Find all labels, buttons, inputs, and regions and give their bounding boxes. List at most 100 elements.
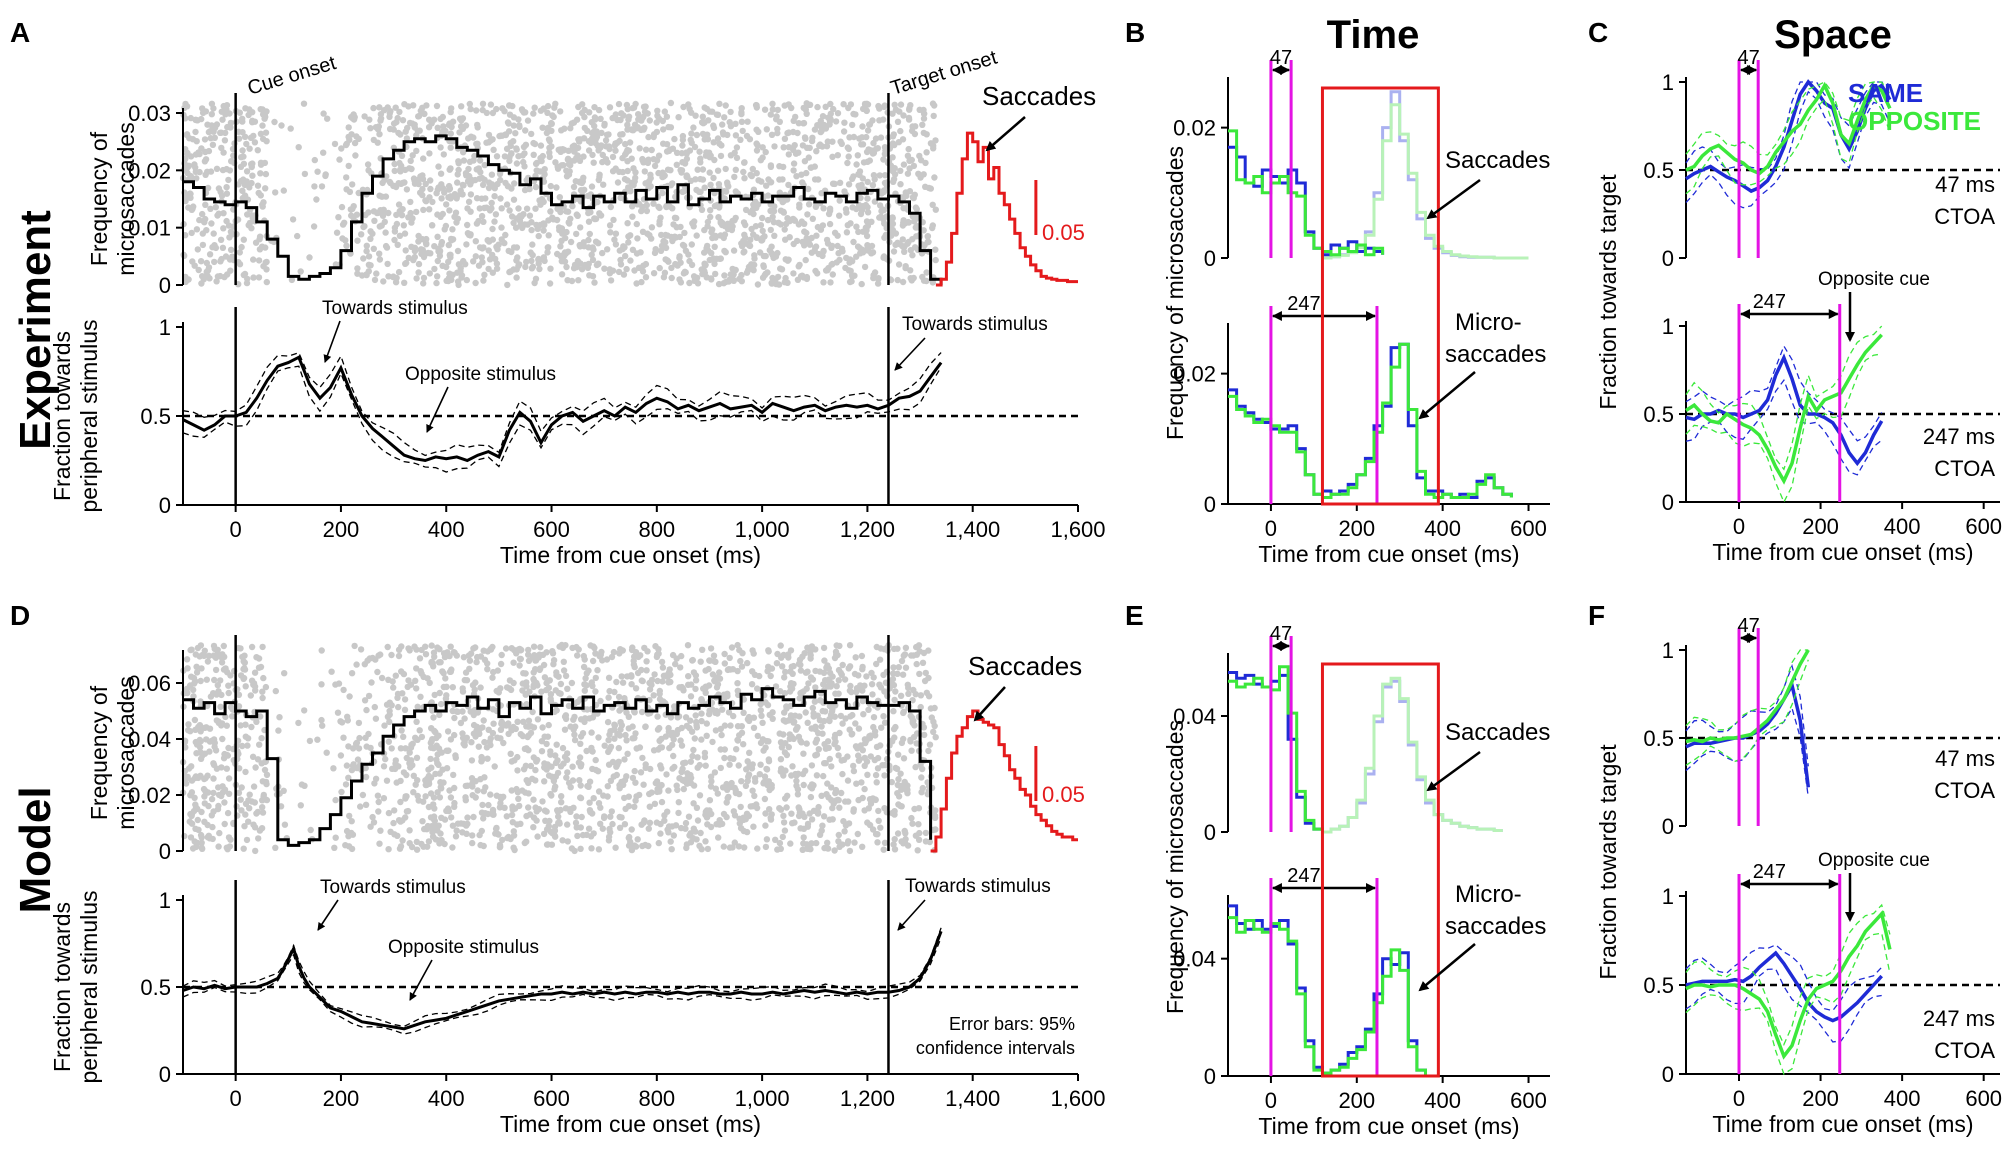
- raster-dot: [891, 101, 898, 109]
- raster-dot: [623, 265, 630, 273]
- raster-dot: [390, 684, 397, 691]
- raster-dot: [561, 726, 569, 733]
- raster-dot: [772, 683, 780, 690]
- raster-dot: [594, 667, 601, 674]
- raster-dot: [619, 168, 626, 176]
- raster-dot: [900, 652, 907, 659]
- raster-dot: [468, 757, 476, 764]
- x-tick-label: 1,600: [1050, 1086, 1105, 1111]
- raster-dot: [192, 804, 200, 811]
- raster-dot: [663, 141, 671, 148]
- raster-dot: [587, 209, 594, 216]
- raster-dot: [864, 158, 871, 165]
- raster-dot: [687, 758, 694, 765]
- raster-dot: [902, 644, 910, 651]
- legend-same: SAME: [1848, 78, 1923, 108]
- raster-dot: [218, 144, 225, 152]
- raster-dot: [489, 251, 496, 259]
- raster-dot: [390, 819, 397, 827]
- raster-dot: [636, 145, 643, 152]
- raster-dot: [510, 828, 517, 835]
- raster-dot: [513, 145, 520, 152]
- raster-dot: [221, 137, 229, 144]
- raster-dot: [664, 232, 671, 239]
- raster-dot: [898, 657, 906, 665]
- raster-dot: [629, 203, 636, 210]
- raster-dot: [581, 113, 588, 121]
- raster-dot: [343, 827, 351, 835]
- raster-dot: [790, 167, 797, 174]
- raster-dot: [731, 173, 738, 181]
- raster-dot: [374, 668, 381, 676]
- raster-dot: [227, 836, 234, 843]
- raster-dot: [555, 813, 562, 820]
- raster-dot: [573, 211, 580, 218]
- raster-dot: [525, 779, 532, 787]
- raster-dot: [320, 110, 327, 117]
- raster-dot: [391, 167, 398, 175]
- raster-dot: [220, 642, 227, 650]
- raster-dot: [761, 106, 769, 113]
- raster-dot: [609, 820, 616, 828]
- raster-dot: [422, 793, 429, 800]
- raster-dot: [436, 689, 443, 697]
- raster-dot: [770, 208, 778, 215]
- raster-dot: [469, 792, 476, 799]
- raster-dot: [422, 651, 430, 658]
- raster-dot: [489, 225, 496, 233]
- raster-dot: [651, 162, 659, 170]
- raster-dot: [759, 274, 767, 281]
- raster-dot: [835, 831, 842, 839]
- raster-dot: [436, 711, 443, 719]
- raster-dot: [213, 765, 221, 772]
- raster-dot: [636, 791, 643, 799]
- raster-dot: [693, 804, 701, 811]
- raster-dot: [836, 256, 843, 264]
- confidence-band-lower: [1685, 659, 1809, 766]
- raster-dot: [908, 127, 916, 135]
- raster-dot: [418, 646, 425, 654]
- raster-dot: [855, 752, 862, 759]
- raster-dot: [615, 693, 623, 701]
- raster-dot: [577, 794, 585, 802]
- raster-dot: [507, 750, 514, 757]
- raster-dot: [532, 275, 540, 282]
- raster-dot: [768, 784, 775, 791]
- raster-dot: [409, 152, 416, 159]
- raster-dot: [900, 755, 908, 762]
- raster-dot: [654, 677, 661, 685]
- raster-dot: [434, 273, 441, 280]
- raster-dot: [799, 846, 806, 853]
- raster-dot: [479, 181, 487, 189]
- raster-dot: [253, 810, 260, 817]
- raster-dot: [227, 246, 235, 253]
- raster-dot: [919, 765, 926, 773]
- raster-dot: [367, 262, 374, 269]
- towards-stimulus-a-arrow: [323, 320, 341, 363]
- raster-dot: [225, 682, 232, 689]
- raster-dot: [925, 647, 932, 654]
- raster-dot: [463, 677, 471, 684]
- raster-dot: [246, 106, 253, 113]
- y-axis-label: Frequency of microsaccades: [1162, 720, 1188, 1014]
- raster-dot: [412, 781, 419, 788]
- raster-dot: [808, 781, 816, 788]
- raster-dot: [702, 689, 709, 696]
- raster-dot: [751, 255, 758, 262]
- raster-dot: [722, 102, 729, 109]
- raster-dot: [462, 797, 469, 804]
- raster-dot: [353, 764, 361, 772]
- raster-dot: [413, 846, 421, 853]
- raster-dot: [638, 666, 645, 674]
- raster-dot: [625, 793, 632, 800]
- raster-dot: [440, 151, 447, 158]
- raster-dot: [617, 726, 624, 733]
- confidence-band-lower: [182, 365, 942, 473]
- raster-dot: [850, 762, 857, 770]
- raster-dot: [929, 224, 936, 232]
- raster-dot: [438, 195, 445, 202]
- raster-dot: [648, 681, 655, 689]
- raster-dot: [473, 727, 480, 734]
- raster-dot: [385, 209, 392, 217]
- raster-dot: [716, 100, 723, 108]
